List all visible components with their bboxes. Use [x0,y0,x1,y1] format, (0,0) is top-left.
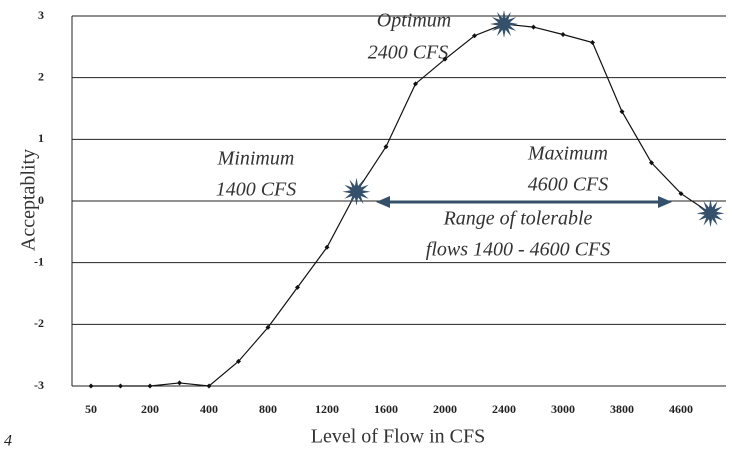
x-axis-label: Level of Flow in CFS [311,426,485,448]
annotation: Minimum [217,148,295,170]
x-tick-label: 1200 [315,402,339,416]
x-tick-label: 2000 [433,402,457,416]
line [91,23,711,387]
annotation: Optimum [377,10,451,32]
x-tick-label: 400 [200,402,218,416]
y-tick-label: 2 [38,69,44,83]
x-tick-label: 3000 [551,402,575,416]
point [531,24,536,30]
point [383,144,389,150]
point [118,383,123,389]
y-tick-label: -1 [34,254,44,268]
series [88,10,725,389]
annotation: 1400 CFS [216,179,297,201]
y-tick-label: 0 [38,193,44,207]
point [678,191,684,197]
point [177,380,182,386]
point [295,284,300,290]
x-tick-label: 4600 [669,402,693,416]
point [88,383,94,389]
point [236,358,241,364]
x-tick-label: 50 [85,402,97,416]
annotation: Maximum [527,143,608,165]
x-tick-label: 3800 [610,402,634,416]
minimum-star [342,177,371,206]
y-axis-label: Acceptablity [18,149,40,251]
annotation: 4600 CFS [528,174,609,196]
point [560,32,566,37]
x-tick-label: 800 [259,402,277,416]
x-tick-label: 1600 [374,402,398,416]
annotation: flows 1400 - 4600 CFS [426,239,610,261]
annotation: 2400 CFS [368,42,449,64]
x-tick-label: 2400 [492,402,516,416]
point [265,324,271,330]
maximum-star [696,199,725,228]
y-tick-label: -2 [34,316,44,330]
point [590,40,595,46]
y-tick-label: -3 [34,378,44,392]
range-arrow [376,196,672,208]
y-tick-label: 1 [38,131,44,145]
point [472,33,477,39]
point [619,109,625,115]
point [324,244,330,250]
y-tick-label: 3 [38,8,44,22]
point [413,81,418,87]
annotation: Range of tolerable [443,208,593,230]
x-tick-label: 200 [141,402,159,416]
point [649,160,654,166]
corner-text: 4 [4,433,12,450]
point [442,56,448,62]
optimum-star [490,10,518,39]
point [147,383,153,389]
point [206,383,212,389]
